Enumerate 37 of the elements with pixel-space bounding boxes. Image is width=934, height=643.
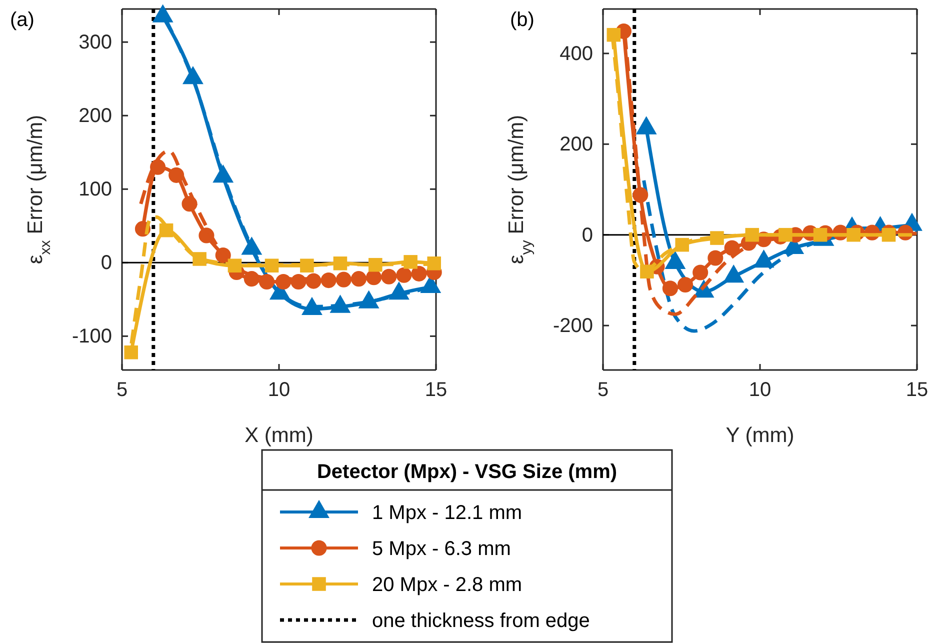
point <box>150 159 166 175</box>
y-tick-label: 400 <box>560 42 593 65</box>
chart-title: (a) <box>10 9 34 31</box>
point <box>677 276 694 292</box>
point <box>662 280 678 296</box>
y-tick-label: -200 <box>552 314 593 337</box>
x-tick-label: 15 <box>906 379 928 402</box>
x-tick-label: 15 <box>424 379 448 402</box>
point <box>427 256 442 270</box>
y-tick-label: 0 <box>100 252 112 274</box>
x-tick-label: 5 <box>597 379 609 402</box>
chart-title: (b) <box>510 9 534 31</box>
point <box>708 250 724 266</box>
legend-label: 20 Mpx - 2.8 mm <box>372 574 522 596</box>
y-tick-label: 300 <box>78 31 112 54</box>
x-tick-label: 10 <box>268 379 290 402</box>
x-tick-label: 10 <box>748 379 772 402</box>
y-tick-label: 100 <box>78 178 112 201</box>
point <box>192 252 206 266</box>
point <box>124 345 138 360</box>
legend-label: 1 Mpx - 12.1 mm <box>372 502 522 524</box>
point <box>368 258 382 272</box>
x-tick-label: 5 <box>116 379 128 402</box>
y-tick-label: -100 <box>72 326 112 348</box>
x-axis-title: X (mm) <box>244 424 314 447</box>
legend-title: Detector (Mpx) - VSG Size (mm) <box>316 461 618 483</box>
y-tick-label: 0 <box>582 224 593 246</box>
y-tick-label: 200 <box>78 105 112 128</box>
point <box>244 271 260 287</box>
point <box>692 264 708 280</box>
point <box>300 258 314 272</box>
point <box>710 231 724 245</box>
legend-label: one thickness from edge <box>372 610 590 632</box>
y-tick-label: 200 <box>560 134 593 156</box>
legend-label: 5 Mpx - 6.3 mm <box>372 538 511 560</box>
point <box>724 240 740 256</box>
x-axis-title: Y (mm) <box>726 424 794 447</box>
